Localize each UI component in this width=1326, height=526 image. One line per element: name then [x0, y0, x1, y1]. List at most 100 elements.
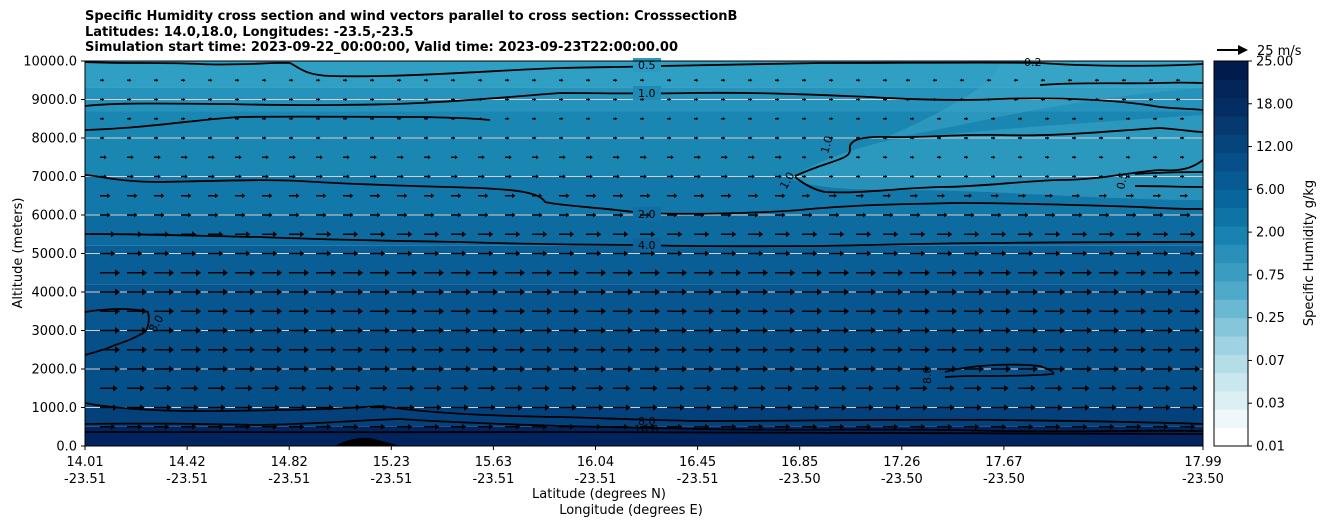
wind-vector-head: [628, 307, 633, 315]
wind-vector-head: [453, 136, 456, 140]
wind-vector-head: [624, 250, 629, 257]
wind-vector-head: [210, 97, 213, 102]
wind-vector-head: [345, 136, 348, 140]
wind-vector-head: [223, 269, 228, 277]
wind-vector-head: [894, 250, 899, 257]
wind-vector-head: [520, 307, 525, 315]
wind-vector-head: [996, 193, 999, 198]
wind-vector-head: [183, 97, 186, 102]
wind-vector-head: [1131, 193, 1134, 198]
wind-vector-head: [669, 78, 672, 82]
wind-vector-head: [115, 327, 120, 334]
wind-vector-head: [169, 346, 174, 354]
wind-vector-head: [358, 288, 363, 296]
wind-vector-head: [750, 97, 753, 102]
wind-vector-head: [728, 212, 732, 218]
wind-vector-head: [377, 193, 381, 199]
y-tick-label: 4000.0: [32, 286, 78, 301]
wind-vector-head: [971, 212, 975, 218]
wind-vector-head: [293, 174, 296, 179]
wind-vector-head: [644, 174, 647, 179]
wind-vector-head: [493, 288, 498, 296]
wind-vector-head: [192, 231, 197, 238]
wind-vector-head: [831, 155, 834, 159]
wind-vector-head: [354, 423, 359, 430]
wind-vector-head: [242, 193, 246, 199]
wind-vector-head: [696, 78, 699, 82]
wind-vector-head: [925, 365, 930, 373]
wind-vector-head: [509, 174, 512, 179]
wind-vector-head: [750, 117, 753, 121]
wind-vector-head: [566, 212, 570, 218]
wind-vector-head: [948, 423, 953, 430]
wind-vector-head: [399, 97, 402, 102]
wind-vector-head: [939, 117, 942, 121]
wind-vector-head: [574, 288, 579, 296]
wind-vector-head: [196, 269, 201, 277]
contour-lines: [85, 61, 1203, 446]
wind-vector-head: [1050, 193, 1053, 198]
wind-vector-head: [912, 136, 915, 140]
wind-vector-head: [752, 155, 755, 160]
wind-vector-head: [1193, 404, 1198, 411]
wind-vector-head: [642, 136, 645, 140]
contour-line-1.0-upper: [85, 91, 1203, 111]
wind-vector-head: [188, 212, 192, 218]
wind-vector-head: [844, 269, 849, 277]
wind-vector-head: [277, 365, 282, 373]
colorbar: [1214, 61, 1248, 447]
wind-vector-head: [763, 288, 768, 296]
wind-vector-head: [763, 365, 768, 373]
wind-vector-head: [358, 269, 363, 277]
wind-vector-head: [142, 346, 147, 354]
colorbar-ticks: 0.01 0.03 0.07 0.25 0.75 2.00 6.00 12.00 18.00 25…: [1248, 55, 1293, 455]
wind-vector-head: [1047, 136, 1050, 140]
wind-vector-head: [1110, 231, 1115, 238]
wind-vector-head: [327, 231, 332, 238]
y-tick-label: 2000.0: [32, 363, 78, 378]
wind-vector-head: [1004, 404, 1009, 411]
wind-vector-head: [1155, 155, 1158, 159]
colorbar-segment: [1214, 189, 1248, 209]
wind-vector-head: [966, 117, 969, 121]
wind-vector-head: [597, 231, 602, 238]
wind-vector-head: [790, 327, 795, 334]
wind-vector-head: [655, 307, 660, 315]
wind-vector-head: [809, 212, 813, 218]
wind-vector-head: [836, 212, 840, 218]
wind-vector-head: [709, 269, 714, 277]
wind-vector-head: [304, 346, 309, 354]
chart-subtitle-coordinates: Latitudes: 14.0,18.0, Longitudes: -23.5,…: [85, 24, 414, 40]
colorbar-tick-label: 25.00: [1256, 55, 1293, 70]
wind-vector-head: [723, 117, 726, 121]
wind-vector-head: [462, 231, 467, 238]
wind-vector-head: [408, 423, 413, 430]
wind-vector-head: [1168, 327, 1173, 334]
y-tick-label: 8000.0: [32, 132, 78, 147]
wind-vector-head: [1006, 346, 1011, 354]
wind-vector-head: [439, 346, 444, 354]
wind-vector-head: [1193, 385, 1198, 392]
wind-vector-head: [1185, 193, 1188, 198]
wind-vector-head: [410, 385, 415, 392]
y-tick-label: 0.0: [56, 440, 77, 455]
wind-vector-head: [142, 327, 147, 334]
wind-vector-head: [439, 365, 444, 373]
wind-vector-head: [952, 327, 957, 334]
wind-vector-head: [782, 193, 786, 199]
wind-vector-head: [925, 288, 930, 296]
y-tick-label: 6000.0: [32, 209, 78, 224]
wind-vector-head: [435, 250, 440, 257]
wind-vector-head: [183, 78, 186, 82]
wind-vector-head: [898, 346, 903, 354]
wind-vector-head: [1195, 346, 1200, 354]
wind-vector-head: [412, 327, 417, 334]
wind-vector-head: [759, 231, 764, 238]
wind-vector-head: [331, 288, 336, 296]
wind-vector-head: [455, 155, 458, 160]
wind-vector-head: [165, 250, 170, 257]
wind-vector-head: [790, 307, 795, 315]
wind-vector-head: [728, 193, 732, 199]
wind-vector-head: [534, 136, 537, 140]
wind-vector-head: [1112, 404, 1117, 411]
